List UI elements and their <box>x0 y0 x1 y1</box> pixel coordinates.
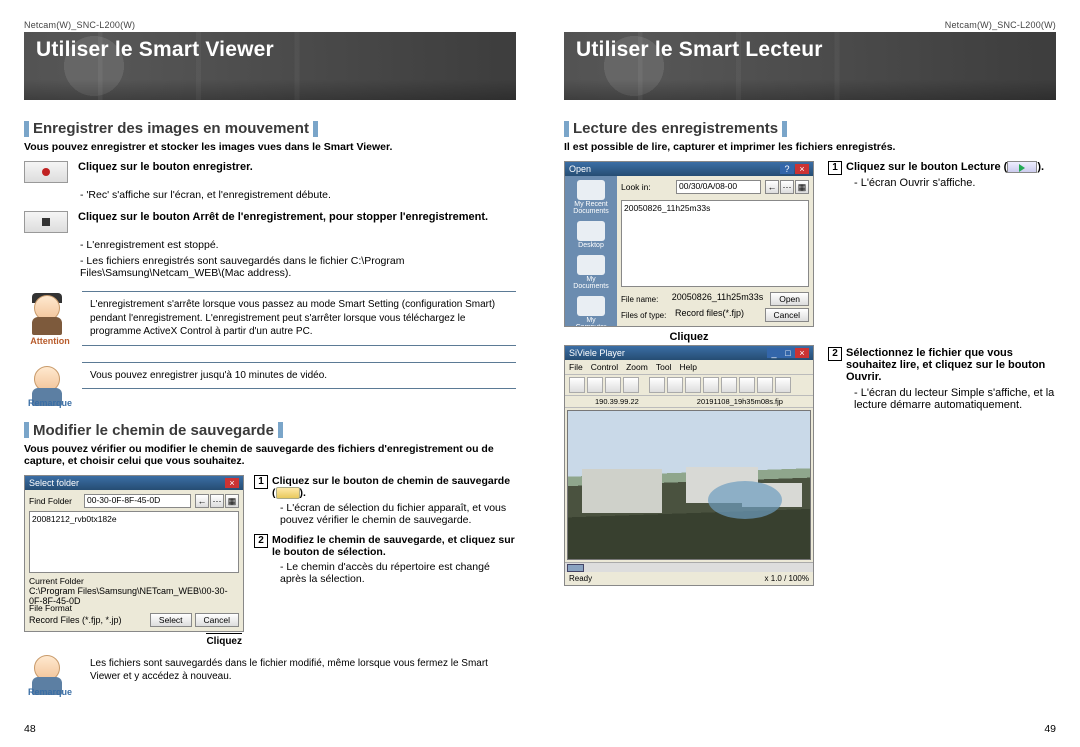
step-stop-title: Cliquez sur le bouton Arrêt de l'enregis… <box>78 211 488 223</box>
step-record-title: Cliquez sur le bouton enregistrer. <box>78 161 253 173</box>
attention-box: L'enregistrement s'arrête lorsque vous p… <box>82 291 516 346</box>
find-folder-input[interactable]: 00-30-0F-8F-45-0D <box>84 494 191 508</box>
folder-list[interactable]: 20081212_rvb0tx182e <box>29 511 239 573</box>
open-cancel-button[interactable]: Cancel <box>765 308 809 322</box>
player-window: SiViele Player _□× File Control Zoom Too… <box>564 345 814 586</box>
filename-input[interactable]: 20050826_11h25m33s <box>672 292 763 306</box>
player-status-left: Ready <box>569 574 592 583</box>
open-dialog: Open ?× My Recent Documents Desktop My D… <box>564 161 814 327</box>
remarque2-text: Les fichiers sont sauvegardés dans le fi… <box>82 651 516 690</box>
cliquez-label-left: Cliquez <box>24 636 244 647</box>
step-stop-sub1: - L'enregistrement est stoppé. <box>80 239 516 251</box>
page-num-right: 49 <box>564 723 1056 735</box>
player-scrollbar[interactable] <box>565 562 813 572</box>
places-bar[interactable]: My Recent Documents Desktop My Documents… <box>565 176 617 326</box>
place-desktop[interactable]: Desktop <box>571 221 611 249</box>
player-toolbar[interactable] <box>565 375 813 396</box>
file-format-label: File Format <box>29 603 239 613</box>
banner-title-right: Utiliser le Smart Lecteur <box>576 38 823 62</box>
file-format-input[interactable]: Record Files (*.fjp, *.jp) <box>29 615 147 625</box>
remarque2-label: Remarque <box>24 687 76 697</box>
player-close-icon[interactable]: × <box>795 348 809 358</box>
current-folder-label: Current Folder <box>29 576 239 586</box>
open-dialog-title: Open <box>569 164 591 174</box>
section-lecture: Lecture des enregistrements <box>564 120 1056 137</box>
attention-label: Attention <box>24 336 76 346</box>
lookin-label: Look in: <box>621 182 673 192</box>
remarque-box: Vous pouvez enregistrer jusqu'à 10 minut… <box>82 362 516 390</box>
filename-label: File name: <box>621 295 668 304</box>
lead-modifier: Vous pouvez vérifier ou modifier le chem… <box>24 443 516 467</box>
max-icon[interactable]: □ <box>781 348 795 358</box>
stop-icon <box>24 211 68 233</box>
player-info-left: 190.39.99.22 <box>595 397 639 406</box>
player-status-right: x 1.0 / 100% <box>765 574 809 583</box>
player-menu[interactable]: File Control Zoom Tool Help <box>565 360 813 375</box>
min-icon[interactable]: _ <box>767 348 781 358</box>
filetype-input[interactable]: Record files(*.fjp) <box>675 308 758 322</box>
select-folder-dialog: Select folder × Find Folder 00-30-0F-8F-… <box>24 475 244 632</box>
open-nav-buttons[interactable]: ←⋯▦ <box>764 180 809 194</box>
rstep-2-num: 2 <box>828 347 842 361</box>
player-view <box>567 410 811 560</box>
mascot-attention-icon <box>24 291 70 337</box>
running-head-left: Netcam(W)_SNC-L200(W) <box>24 20 516 30</box>
place-documents[interactable]: My Documents <box>571 255 611 290</box>
current-folder-input[interactable]: C:\Program Files\Samsung\NETcam_WEB\00-3… <box>29 586 239 600</box>
record-icon <box>24 161 68 183</box>
step-path-sub: - L'écran de sélection du fichier appara… <box>280 502 516 526</box>
select-button[interactable]: Select <box>150 613 192 627</box>
filetype-label: Files of type: <box>621 311 671 320</box>
rstep1-title-a: Cliquez sur le bouton Lecture ( <box>846 161 1007 173</box>
lookin-input[interactable]: 00/30/0A/08-00 <box>676 180 761 194</box>
rstep1-sub: - L'écran Ouvrir s'affiche. <box>854 177 1056 189</box>
step-2-num: 2 <box>254 534 268 548</box>
banner-left: Utiliser le Smart Viewer <box>24 32 516 100</box>
find-folder-label: Find Folder <box>29 496 81 506</box>
folder-icon <box>276 487 300 499</box>
section-enregistrer: Enregistrer des images en mouvement <box>24 120 516 137</box>
banner-title-left: Utiliser le Smart Viewer <box>36 38 274 62</box>
player-title: SiViele Player <box>569 348 625 358</box>
rstep2-sub: - L'écran du lecteur Simple s'affiche, e… <box>854 387 1056 411</box>
place-recent[interactable]: My Recent Documents <box>571 180 611 215</box>
player-info-right: 20191108_19h35m08s.fjp <box>697 397 783 406</box>
section-modifier: Modifier le chemin de sauvegarde <box>24 422 516 439</box>
help-icon[interactable]: ? <box>780 164 794 174</box>
banner-right: Utiliser le Smart Lecteur <box>564 32 1056 100</box>
page-num-left: 48 <box>24 723 516 735</box>
dialog-title: Select folder <box>29 478 79 488</box>
nav-buttons[interactable]: ←⋯▦ <box>194 494 239 508</box>
lead-lecture: Il est possible de lire, capturer et imp… <box>564 141 1056 153</box>
remarque-label: Remarque <box>24 398 76 408</box>
step-path-title: Cliquez sur le bouton de chemin de sauve… <box>272 475 510 499</box>
close-icon[interactable]: × <box>225 478 239 488</box>
rstep-1-num: 1 <box>828 161 842 175</box>
step-1-num: 1 <box>254 475 268 489</box>
close-icon[interactable]: × <box>795 164 809 174</box>
play-icon <box>1007 161 1037 173</box>
cliquez-label-right: Cliquez <box>564 331 814 343</box>
open-file-list[interactable]: 20050826_11h25m33s <box>621 200 809 287</box>
place-computer[interactable]: My Computer <box>571 296 611 326</box>
running-head-right: Netcam(W)_SNC-L200(W) <box>564 20 1056 30</box>
step-modify-sub: - Le chemin d'accès du répertoire est ch… <box>280 561 516 585</box>
open-button[interactable]: Open <box>770 292 809 306</box>
step-stop-sub2: - Les fichiers enregistrés sont sauvegar… <box>80 255 516 279</box>
lead-enregistrer: Vous pouvez enregistrer et stocker les i… <box>24 141 516 153</box>
step-record-sub: - 'Rec' s'affiche sur l'écran, et l'enre… <box>80 189 516 201</box>
rstep1-title-b: ). <box>1037 161 1044 173</box>
rstep2-title: Sélectionnez le fichier que vous souhait… <box>846 347 1045 383</box>
cancel-button[interactable]: Cancel <box>195 613 239 627</box>
step-modify-title: Modifiez le chemin de sauvegarde, et cli… <box>272 534 515 558</box>
